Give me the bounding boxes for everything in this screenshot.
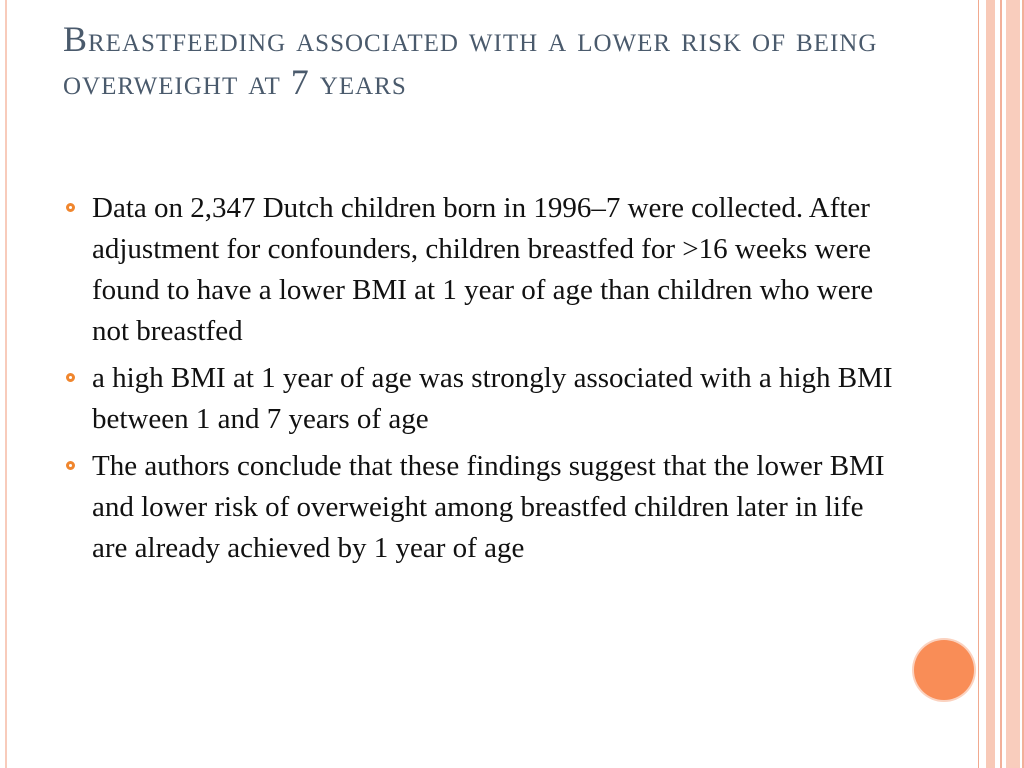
bullet-text: The authors conclude that these findings… [92, 450, 885, 564]
bullet-list: Data on 2,347 Dutch children born in 199… [64, 188, 894, 575]
stripe [1006, 0, 1020, 768]
left-frame-line [5, 0, 7, 768]
ring-bullet-icon [66, 461, 75, 470]
ring-bullet-icon [66, 203, 75, 212]
bullet-text: Data on 2,347 Dutch children born in 199… [92, 192, 874, 347]
slide-title: Breastfeeding associated with a lower ri… [63, 19, 878, 102]
stripe [986, 0, 995, 768]
bullet-item: The authors conclude that these findings… [64, 446, 894, 569]
ring-bullet-icon [66, 373, 75, 382]
stripe [1022, 0, 1024, 768]
bullet-text: a high BMI at 1 year of age was strongly… [92, 362, 893, 435]
bullet-item: a high BMI at 1 year of age was strongly… [64, 358, 894, 440]
stripe [978, 0, 979, 768]
orange-circle-icon [914, 640, 974, 700]
stripe [1000, 0, 1002, 768]
bullet-item: Data on 2,347 Dutch children born in 199… [64, 188, 894, 352]
right-decorative-stripes [978, 0, 1024, 768]
